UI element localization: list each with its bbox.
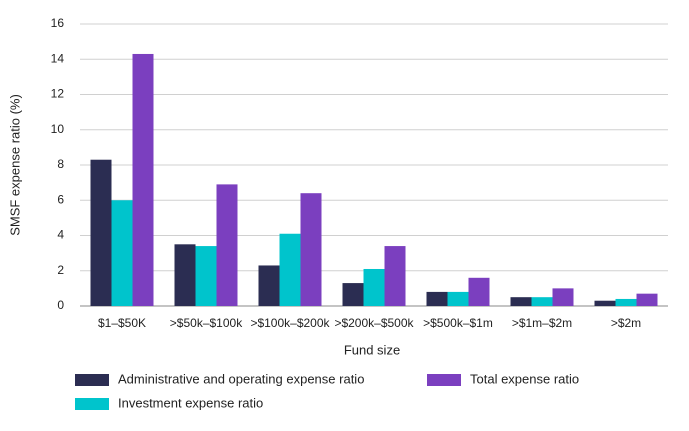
x-tick-label: $1–$50K xyxy=(98,316,146,330)
bar xyxy=(111,200,133,306)
bar xyxy=(468,277,490,306)
bar xyxy=(90,159,112,306)
x-axis-label: Fund size xyxy=(344,342,400,357)
x-tick-label: >$200k–$500k xyxy=(334,316,414,330)
x-tick-label: >$50k–$100k xyxy=(170,316,243,330)
bar xyxy=(132,53,154,307)
bar xyxy=(363,268,385,306)
y-axis-label: SMSF expense ratio (%) xyxy=(7,94,22,236)
legend-label: Investment expense ratio xyxy=(118,395,263,410)
bar xyxy=(552,288,574,306)
bar xyxy=(216,184,238,306)
bar xyxy=(636,293,658,306)
bar xyxy=(300,193,322,306)
y-tick-label: 10 xyxy=(51,122,65,136)
x-tick-label: >$1m–$2m xyxy=(512,316,572,330)
bar xyxy=(531,297,553,306)
bar xyxy=(447,291,469,306)
bar xyxy=(195,246,217,306)
bar xyxy=(174,244,196,306)
bar xyxy=(510,297,532,306)
x-tick-label: >$2m xyxy=(611,316,641,330)
y-tick-label: 2 xyxy=(57,263,64,277)
legend-swatch xyxy=(427,374,461,386)
bar xyxy=(279,233,301,306)
y-tick-label: 16 xyxy=(51,16,65,30)
legend-label: Total expense ratio xyxy=(470,371,579,386)
x-tick-label: >$100k–$200k xyxy=(250,316,330,330)
bar xyxy=(258,265,280,306)
y-tick-label: 14 xyxy=(51,51,65,65)
bar xyxy=(342,283,364,306)
legend-swatch xyxy=(75,374,109,386)
bar xyxy=(426,291,448,306)
y-tick-label: 0 xyxy=(57,298,64,312)
legend-label: Administrative and operating expense rat… xyxy=(118,371,364,386)
y-tick-label: 4 xyxy=(57,228,64,242)
bar xyxy=(615,298,637,306)
y-tick-label: 8 xyxy=(57,157,64,171)
y-tick-label: 6 xyxy=(57,192,64,206)
x-tick-label: >$500k–$1m xyxy=(423,316,493,330)
legend-swatch xyxy=(75,398,109,410)
y-tick-label: 12 xyxy=(51,87,65,101)
bar xyxy=(594,300,616,306)
bar xyxy=(384,246,406,306)
